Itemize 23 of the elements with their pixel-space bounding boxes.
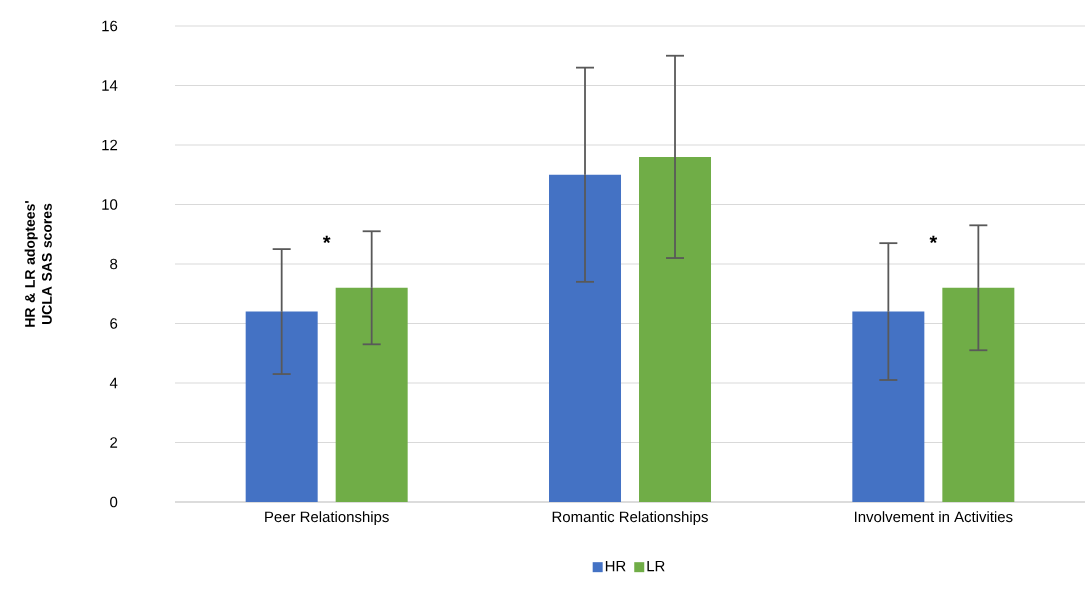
bar: [245, 311, 318, 502]
y-tick-label: 0: [110, 496, 118, 508]
legend-label: HR: [605, 560, 626, 572]
y-tick-label: 2: [110, 437, 118, 448]
y-tick-label: 4: [109, 377, 118, 389]
legend-label: LR: [647, 560, 665, 572]
y-tick-label: 6: [110, 318, 118, 329]
bar: [852, 311, 925, 502]
y-tick-label: 14: [102, 80, 118, 91]
bar: [335, 287, 408, 502]
x-tick-label: Romantic Relationships: [552, 511, 708, 526]
annotation: *: [929, 235, 938, 244]
bar: [942, 287, 1015, 502]
annotation: *: [322, 235, 331, 244]
y-tick-label: 8: [110, 258, 118, 270]
bar: [639, 156, 712, 502]
bar: [549, 174, 622, 502]
y-axis-title: HR & LR adoptees' UCLA SAS scores: [24, 201, 52, 327]
y-tick-label: 10: [102, 199, 118, 210]
x-tick-label: Involvement in Activities: [854, 511, 1013, 523]
y-tick-label: 16: [102, 20, 118, 32]
x-tick-label: Peer Relationships: [265, 511, 389, 526]
y-tick-label: 12: [102, 139, 118, 151]
